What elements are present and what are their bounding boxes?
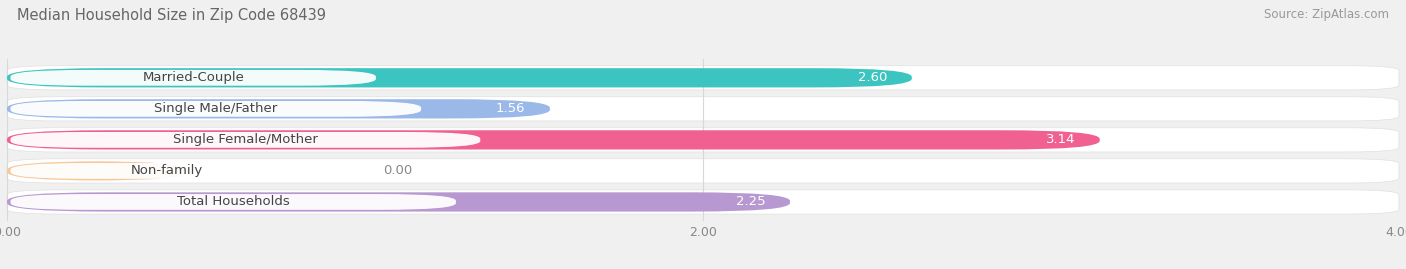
Text: 1.56: 1.56: [496, 102, 526, 115]
FancyBboxPatch shape: [10, 101, 422, 117]
FancyBboxPatch shape: [10, 132, 481, 148]
Text: Total Households: Total Households: [177, 196, 290, 208]
Text: Single Female/Mother: Single Female/Mother: [173, 133, 318, 146]
FancyBboxPatch shape: [10, 163, 323, 179]
Text: Source: ZipAtlas.com: Source: ZipAtlas.com: [1264, 8, 1389, 21]
Text: 3.14: 3.14: [1046, 133, 1076, 146]
Text: Married-Couple: Married-Couple: [142, 71, 245, 84]
Text: 2.60: 2.60: [858, 71, 887, 84]
FancyBboxPatch shape: [7, 99, 550, 118]
FancyBboxPatch shape: [7, 128, 1399, 152]
Text: Single Male/Father: Single Male/Father: [155, 102, 277, 115]
Text: Median Household Size in Zip Code 68439: Median Household Size in Zip Code 68439: [17, 8, 326, 23]
FancyBboxPatch shape: [10, 194, 456, 210]
FancyBboxPatch shape: [7, 130, 1099, 150]
FancyBboxPatch shape: [7, 97, 1399, 121]
FancyBboxPatch shape: [7, 192, 790, 212]
FancyBboxPatch shape: [10, 70, 375, 86]
FancyBboxPatch shape: [7, 68, 912, 87]
FancyBboxPatch shape: [7, 161, 188, 180]
Text: 2.25: 2.25: [735, 196, 766, 208]
Text: Non-family: Non-family: [131, 164, 204, 178]
FancyBboxPatch shape: [7, 159, 1399, 183]
FancyBboxPatch shape: [7, 190, 1399, 214]
FancyBboxPatch shape: [7, 66, 1399, 90]
Text: 0.00: 0.00: [382, 164, 412, 178]
